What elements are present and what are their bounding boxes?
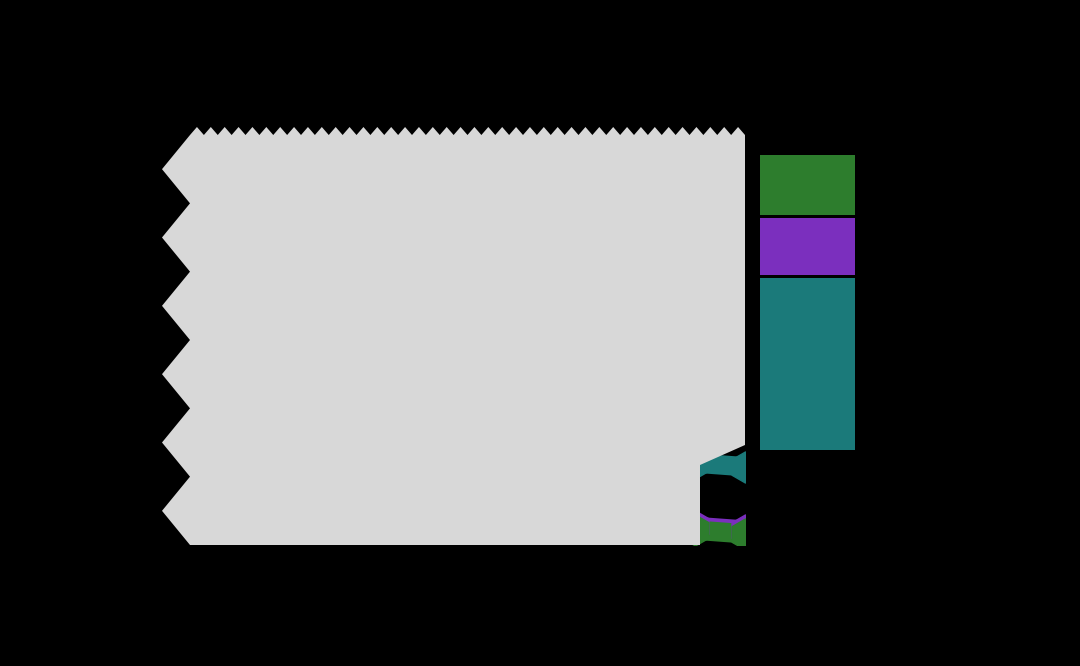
Point [737, 525, 754, 535]
Point [282, 186, 299, 196]
Point [535, 409, 552, 420]
Point [686, 521, 703, 531]
Point [585, 436, 603, 446]
Point [232, 174, 249, 185]
Point [535, 473, 552, 484]
Point [635, 521, 652, 531]
Point [282, 212, 299, 222]
Point [383, 264, 401, 274]
Point [484, 368, 501, 379]
Point [585, 506, 603, 517]
Point [686, 458, 703, 468]
Point [333, 212, 350, 222]
Point [434, 308, 451, 319]
Point [181, 167, 199, 178]
Bar [760, 278, 855, 450]
Point [635, 510, 652, 521]
Point [282, 193, 299, 204]
Point [434, 353, 451, 364]
Point [484, 372, 501, 382]
Point [181, 167, 199, 178]
Bar [760, 155, 855, 215]
Point [333, 249, 350, 260]
Point [232, 186, 249, 196]
Point [585, 484, 603, 494]
Point [484, 420, 501, 431]
Point [232, 178, 249, 188]
Point [333, 223, 350, 234]
Point [383, 249, 401, 260]
Point [181, 167, 199, 178]
Point [737, 529, 754, 539]
Bar [760, 218, 855, 275]
Point [535, 436, 552, 446]
Point [635, 450, 652, 461]
Point [686, 525, 703, 535]
Point [383, 298, 401, 308]
Polygon shape [162, 127, 745, 545]
Point [737, 462, 754, 472]
Point [434, 316, 451, 327]
